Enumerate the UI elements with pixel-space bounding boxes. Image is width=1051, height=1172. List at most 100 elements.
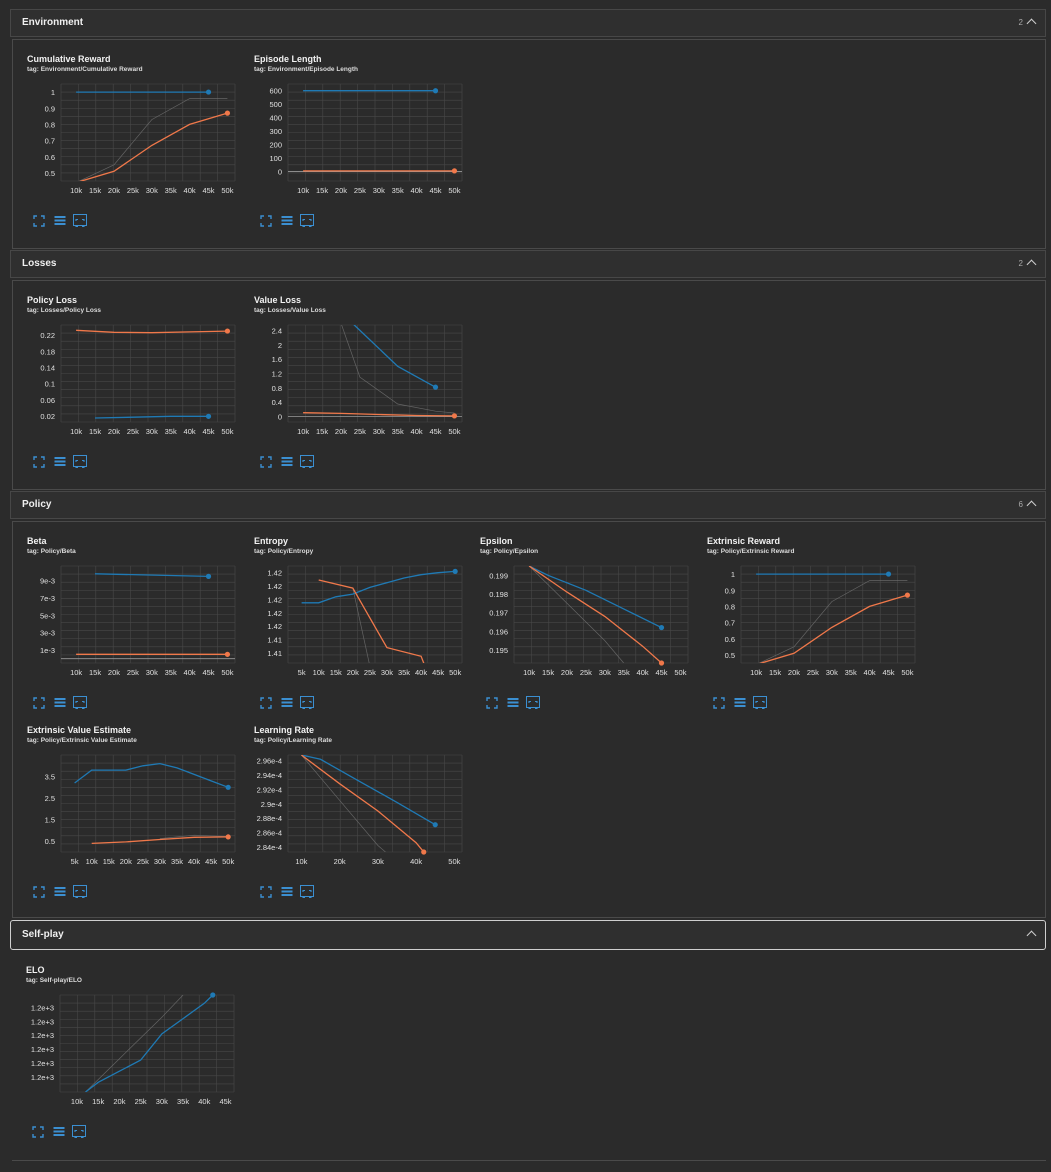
fit-domain-button[interactable] [526,696,540,710]
fit-domain-button[interactable] [72,1125,86,1139]
section-body-self-play: ELO tag: Self-play/ELO 1.2e+3 1.2e+3 1.2e+3 1… [12,951,1046,1161]
x-tick-label: 25k [580,668,592,677]
fullscreen-button[interactable] [260,214,272,227]
section-header-losses[interactable]: Losses 2 [10,250,1046,278]
y-tick-label: 0.7 [725,619,735,628]
y-tick-label: 0 [278,413,282,422]
y-tick-label: 3.5 [45,773,55,782]
chart-title: ELO [26,965,45,975]
x-tick-label: 25k [127,427,139,436]
series-end-marker [432,822,438,828]
section-title: Environment [22,17,84,28]
chart-title: Policy Loss [27,295,78,305]
chevron-up-icon[interactable] [1026,18,1037,29]
fullscreen-button[interactable] [33,214,45,227]
fit-domain-button[interactable] [73,455,87,469]
chart-plot[interactable]: 1.2e+3 1.2e+3 1.2e+3 1.2e+3 1.2e+3 1.2e+3 10k 1… [12,987,237,1122]
x-tick-label: 50k [221,427,233,436]
data-table-icon [734,698,746,707]
chart-plot[interactable]: 3.5 2.5 1.5 0.5 5k 10k 15k 20k 25k 30k 35k 40k 45k 50… [13,747,238,882]
data-table-button[interactable] [54,214,66,226]
fullscreen-button[interactable] [260,885,272,898]
fullscreen-button[interactable] [32,1125,44,1138]
data-table-button[interactable] [54,696,66,708]
chart-plot[interactable]: 0.199 0.198 0.197 0.196 0.195 10k 15k 20k 25k 30k… [466,558,691,693]
fit-domain-button[interactable] [300,885,314,899]
fit-domain-icon [302,889,312,899]
section-header-policy[interactable]: Policy 6 [10,491,1046,519]
x-tick-label: 35k [165,668,177,677]
section-header-environment[interactable]: Environment 2 [10,9,1046,37]
fit-domain-button[interactable] [753,696,767,710]
fit-domain-button[interactable] [300,455,314,469]
fit-domain-icon [528,700,538,710]
x-tick-label: 15k [316,427,328,436]
data-table-button[interactable] [281,885,293,897]
data-table-button[interactable] [53,1125,65,1137]
chevron-up-icon[interactable] [1026,500,1037,511]
y-tick-label: 0.5 [725,651,735,660]
y-tick-label: 400 [269,114,282,123]
data-table-button[interactable] [734,696,746,708]
x-tick-label: 20k [335,186,347,195]
x-tick-label: 50k [448,427,460,436]
chart-plot[interactable]: 2.96e-4 2.94e-4 2.92e-4 2.9e-4 2.88e-4 2.86e-… [240,747,465,882]
x-tick-label: 40k [198,1097,210,1106]
data-table-button[interactable] [54,455,66,467]
fullscreen-button[interactable] [33,696,45,709]
fullscreen-button[interactable] [260,455,272,468]
data-table-button[interactable] [507,696,519,708]
y-tick-label: 1.42 [267,582,282,591]
fit-domain-button[interactable] [300,214,314,228]
chart-plot[interactable]: 1.42 1.42 1.42 1.42 1.42 1.41 1.41 5k 10k 15k 20k 2… [240,558,465,693]
chart-plot[interactable]: 0.22 0.18 0.14 0.1 0.06 0.02 10k 15k 20k 25k 30k 35… [13,317,238,452]
y-tick-label: 1.42 [267,622,282,631]
fit-domain-button[interactable] [300,696,314,710]
chart-card-epsilon: Epsilon tag: Policy/Epsilon 0.199 0.198 0.19… [466,522,691,710]
fullscreen-button[interactable] [33,455,45,468]
y-tick-label: 2.92e-4 [257,785,282,794]
y-tick-label: 0.6 [725,635,735,644]
y-tick-label: 0.1 [45,380,55,389]
x-tick-label: 20k [347,668,359,677]
chart-plot[interactable]: 1 0.9 0.8 0.7 0.6 0.5 10k 15k 20k 25k 30k 35k 40k 45k… [13,76,238,211]
data-table-button[interactable] [54,885,66,897]
y-tick-label: 500 [269,100,282,109]
fit-domain-button[interactable] [73,885,87,899]
data-table-button[interactable] [281,214,293,226]
fullscreen-button[interactable] [713,696,725,709]
chart-plot[interactable]: 9e-3 7e-3 5e-3 3e-3 1e-3 10k 15k 20k 25k 30k 35k 40… [13,558,238,693]
chevron-up-icon[interactable] [1026,259,1037,270]
fullscreen-icon [33,456,45,468]
fit-domain-icon [75,459,85,469]
fullscreen-button[interactable] [260,696,272,709]
section-count: 2 [1018,18,1023,27]
chart-plot[interactable]: 600 500 400 300 200 100 0 10k 15k 20k 25k 30k 35k 40k… [240,76,465,211]
section-body-losses: Policy Loss tag: Losses/Policy Loss 0.22 0.… [12,280,1046,490]
chart-tag: tag: Policy/Learning Rate [254,737,333,744]
fullscreen-button[interactable] [486,696,498,709]
data-table-button[interactable] [281,455,293,467]
data-table-icon [281,887,293,896]
chart-tag: tag: Policy/Entropy [254,548,314,555]
y-tick-label: 0.4 [272,398,282,407]
section-count: 6 [1018,500,1023,509]
chart-tag: tag: Policy/Beta [27,548,76,555]
x-tick-label: 30k [154,857,166,866]
chevron-up-icon[interactable] [1026,930,1037,941]
fit-domain-button[interactable] [73,214,87,228]
chart-card-policy-loss: Policy Loss tag: Losses/Policy Loss 0.22 0.… [13,281,238,469]
chart-title: Extrinsic Value Estimate [27,725,132,735]
section-body-environment: Cumulative Reward tag: Environment/Cumula… [12,39,1046,249]
x-tick-label: 45k [882,668,894,677]
x-tick-label: 25k [135,1097,147,1106]
series-end-marker [432,384,439,390]
fullscreen-button[interactable] [33,885,45,898]
x-tick-label: 35k [392,427,404,436]
chart-plot[interactable]: 2.4 2 1.6 1.2 0.8 0.4 0 10k 15k 20k 25k 30k 35k 40k 45… [240,317,465,452]
data-table-button[interactable] [281,696,293,708]
fit-domain-button[interactable] [73,696,87,710]
section-header-self-play[interactable]: Self-play [10,920,1046,950]
fit-domain-icon [75,889,85,899]
chart-plot[interactable]: 1 0.9 0.8 0.7 0.6 0.5 10k 15k 20k 25k 30k 35k 40k 45k… [693,558,918,693]
